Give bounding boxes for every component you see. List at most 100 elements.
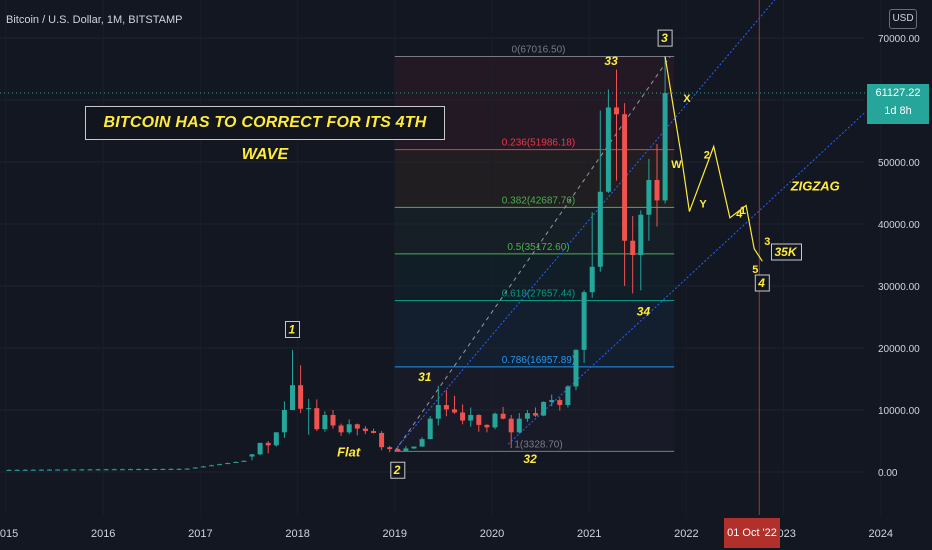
candle-body	[265, 442, 271, 446]
wave-label: 2	[393, 463, 401, 477]
candle-body	[71, 469, 77, 471]
candle-body	[541, 401, 547, 416]
candle-body	[484, 424, 490, 428]
candle-body	[508, 418, 514, 433]
y-tick-label: 0.00	[878, 468, 898, 479]
wave-point-label: 1	[740, 205, 746, 217]
candle-body	[38, 469, 44, 471]
candle-body	[306, 408, 312, 410]
x-tick-label: 2021	[577, 528, 601, 540]
candle-body	[136, 469, 142, 471]
candles	[6, 56, 668, 471]
wave-label-box	[657, 29, 673, 47]
fib-level-label: 0(67016.50)	[512, 44, 566, 55]
candle-body	[452, 409, 457, 413]
candle-body	[638, 214, 644, 255]
wave-label-box	[390, 461, 406, 479]
wave-label: 34	[637, 305, 651, 319]
candle-body	[249, 454, 255, 457]
x-tick-label: 2022	[674, 528, 698, 540]
candle-body	[500, 413, 506, 419]
candle-body	[6, 469, 12, 471]
candle-body	[298, 385, 304, 409]
x-tick-label: 2020	[480, 528, 504, 540]
candle-body	[362, 428, 368, 432]
wave-point-label: 2	[704, 150, 710, 162]
candle-body	[581, 292, 587, 350]
candle-body	[241, 460, 247, 462]
candle-body	[273, 432, 279, 446]
y-tick-label: 50000.00	[878, 158, 920, 169]
candle-body	[662, 93, 668, 201]
wave-label: 33	[604, 54, 618, 68]
candle-body	[160, 468, 166, 470]
fib-level-label: 0.618(27657.44)	[502, 289, 575, 300]
candle-body	[152, 468, 158, 470]
candle-body	[622, 114, 628, 241]
x-tick-label: 2017	[188, 528, 212, 540]
wave-point-label: X	[683, 93, 691, 105]
candle-body	[119, 469, 125, 471]
wave-label: 31	[418, 370, 432, 384]
wave-label: 32	[523, 452, 537, 466]
fib-zone	[394, 253, 675, 301]
candle-body	[427, 418, 433, 440]
wave-point-label: 3	[764, 236, 770, 248]
last-price-badge: 61127.22 1d 8h	[867, 84, 929, 124]
wave-label-box	[771, 243, 802, 261]
bar-countdown: 1d 8h	[884, 105, 912, 117]
candle-body	[387, 447, 393, 450]
candle-body	[47, 469, 52, 471]
x-tick-label: 2015	[0, 528, 18, 540]
candle-body	[533, 413, 538, 416]
candle-body	[128, 469, 133, 471]
candle-body	[314, 408, 320, 430]
candle-body	[371, 431, 376, 433]
candle-body	[468, 414, 474, 421]
candle-body	[290, 385, 295, 410]
candle-body	[443, 405, 449, 410]
candle-body	[411, 446, 417, 449]
symbol-title: Bitcoin / U.S. Dollar, 1M, BITSTAMP	[6, 14, 183, 26]
candle-body	[209, 465, 214, 467]
candle-body	[589, 266, 595, 293]
candle-body	[30, 469, 36, 471]
candle-body	[217, 464, 223, 466]
wave-label-box	[285, 321, 300, 338]
candle-body	[573, 349, 579, 387]
fib-level-label: 0.5(35172.60)	[507, 242, 569, 253]
currency-button[interactable]: USD	[889, 9, 917, 29]
candle-body	[476, 414, 482, 425]
wave-label: ZIGZAG	[790, 178, 840, 193]
candle-body	[200, 466, 206, 468]
candle-body	[225, 463, 231, 465]
x-tick-label: 2018	[285, 528, 309, 540]
x-tick-label: 2019	[383, 528, 407, 540]
candle-body	[330, 414, 336, 426]
candle-body	[87, 469, 93, 471]
candle-body	[95, 469, 101, 471]
wave-projection-path	[664, 56, 763, 262]
candle-body	[379, 432, 385, 448]
wave-projection: X W Y 2 14 3 5	[664, 56, 770, 276]
candle-body	[565, 386, 571, 406]
candle-body	[630, 240, 636, 255]
candle-body	[492, 413, 498, 428]
fib-level-label: 1(3328.70)	[514, 439, 562, 450]
candle-body	[168, 468, 174, 470]
candle-body	[435, 405, 441, 419]
candle-body	[192, 467, 198, 469]
wave-point-label: 4	[736, 208, 743, 220]
candle-body	[460, 412, 466, 421]
candle-body	[281, 410, 287, 433]
candle-body	[144, 469, 150, 471]
wave-label: 1	[289, 323, 296, 337]
fib-retracement: 0(67016.50) 0.236(51986.18) 0.382(42687.76…	[394, 44, 675, 452]
candle-body	[338, 425, 344, 433]
wave-point-label: Y	[699, 199, 707, 211]
y-tick-label: 30000.00	[878, 282, 920, 293]
wave-label: 35K	[775, 245, 798, 259]
candle-body	[55, 469, 61, 471]
y-tick-label: 70000.00	[878, 34, 920, 45]
